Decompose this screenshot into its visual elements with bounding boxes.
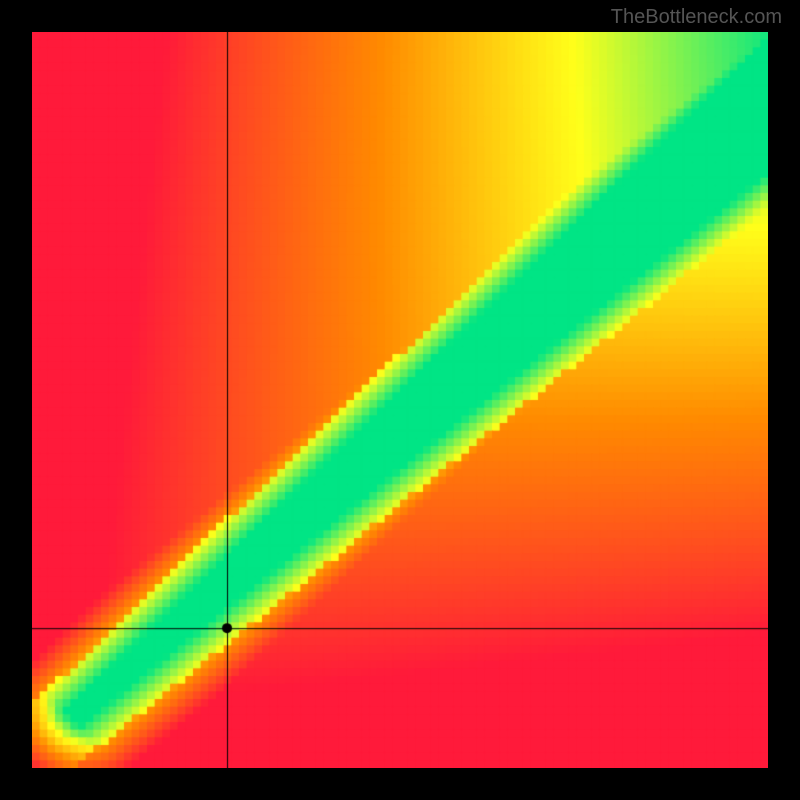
watermark-text: TheBottleneck.com: [611, 6, 782, 29]
chart-container: TheBottleneck.com: [0, 0, 800, 800]
bottleneck-heatmap: [32, 32, 768, 768]
